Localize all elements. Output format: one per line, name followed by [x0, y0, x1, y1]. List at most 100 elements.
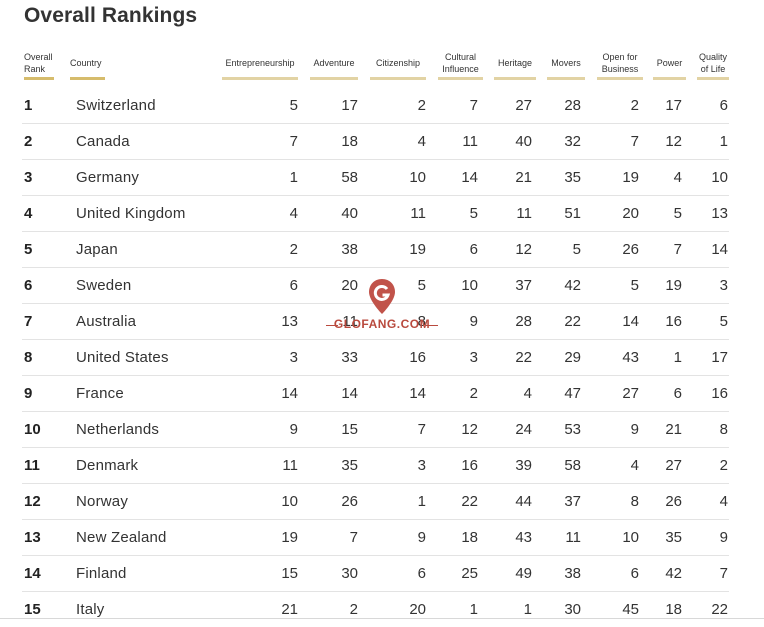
quality-of-life-cell: 16	[711, 385, 728, 402]
adventure-cell: 2	[349, 601, 358, 618]
country-cell[interactable]: Germany	[76, 169, 140, 186]
open-for-business-cell: 20	[622, 205, 639, 222]
header-power[interactable]: Power	[653, 46, 686, 80]
entrepreneurship-cell: 19	[281, 529, 298, 546]
power-cell: 1	[673, 349, 682, 366]
entrepreneurship-cell: 11	[282, 457, 298, 474]
citizenship-cell: 14	[409, 385, 426, 402]
table-row[interactable]: 14 Finland 15 30 6 25 49 38 6 42 7	[22, 556, 729, 592]
header-entrepreneurship[interactable]: Entrepreneurship	[222, 46, 298, 80]
open-for-business-cell: 6	[630, 565, 639, 582]
header-open-line2: Business	[601, 64, 639, 74]
cultural-influence-cell: 25	[461, 565, 478, 582]
country-cell[interactable]: Italy	[76, 601, 105, 618]
header-power-label: Power	[656, 58, 683, 68]
country-cell[interactable]: Japan	[76, 241, 118, 258]
table-row[interactable]: 15 Italy 21 2 20 1 1 30 45 18 22	[22, 592, 729, 627]
table-row[interactable]: 3 Germany 1 58 10 14 21 35 19 4 10	[22, 160, 729, 196]
movers-cell: 58	[564, 457, 581, 474]
open-for-business-cell: 2	[630, 97, 639, 114]
country-cell[interactable]: Australia	[76, 313, 137, 330]
country-cell[interactable]: Switzerland	[76, 97, 156, 114]
header-adventure-label: Adventure	[313, 58, 355, 68]
heritage-cell: 40	[515, 133, 532, 150]
quality-of-life-cell: 3	[719, 277, 728, 294]
country-cell[interactable]: France	[76, 385, 124, 402]
country-cell[interactable]: New Zealand	[76, 529, 167, 546]
cultural-influence-cell: 22	[461, 493, 478, 510]
heritage-cell: 39	[515, 457, 532, 474]
movers-cell: 47	[564, 385, 581, 402]
power-cell: 18	[665, 601, 682, 618]
citizenship-cell: 16	[409, 349, 426, 366]
country-cell[interactable]: Finland	[76, 565, 127, 582]
entrepreneurship-cell: 2	[289, 241, 298, 258]
table-row[interactable]: 1 Switzerland 5 17 2 7 27 28 2 17 6	[22, 88, 729, 124]
quality-of-life-cell: 13	[711, 205, 728, 222]
country-cell[interactable]: United States	[76, 349, 169, 366]
header-overall-rank[interactable]: Overall Rank	[24, 46, 54, 80]
movers-cell: 53	[564, 421, 581, 438]
open-for-business-cell: 26	[622, 241, 639, 258]
header-movers[interactable]: Movers	[547, 46, 585, 80]
header-cultural-line2: Influence	[442, 64, 479, 74]
table-row[interactable]: 11 Denmark 11 35 3 16 39 58 4 27 2	[22, 448, 729, 484]
rank-cell: 11	[24, 457, 40, 474]
header-heritage[interactable]: Heritage	[494, 46, 536, 80]
table-row[interactable]: 9 France 14 14 14 2 4 47 27 6 16	[22, 376, 729, 412]
country-cell[interactable]: Norway	[76, 493, 129, 510]
table-row[interactable]: 8 United States 3 33 16 3 22 29 43 1 17	[22, 340, 729, 376]
movers-cell: 51	[564, 205, 581, 222]
open-for-business-cell: 10	[622, 529, 639, 546]
header-citizenship[interactable]: Citizenship	[370, 46, 426, 80]
power-cell: 19	[665, 277, 682, 294]
header-adventure[interactable]: Adventure	[310, 46, 358, 80]
movers-cell: 5	[572, 241, 581, 258]
header-quality-of-life[interactable]: Quality of Life	[697, 46, 729, 80]
country-cell[interactable]: Canada	[76, 133, 130, 150]
heritage-cell: 1	[523, 601, 532, 618]
country-cell[interactable]: United Kingdom	[76, 205, 186, 222]
table-row[interactable]: 7 Australia 13 11 8 9 28 22 14 16 5	[22, 304, 729, 340]
header-cultural-line1: Cultural	[444, 52, 476, 62]
adventure-cell: 11	[342, 313, 358, 330]
heritage-cell: 28	[515, 313, 532, 330]
header-open-for-business[interactable]: Open for Business	[597, 46, 643, 80]
cultural-influence-cell: 9	[469, 313, 478, 330]
table-row[interactable]: 6 Sweden 6 20 5 10 37 42 5 19 3	[22, 268, 729, 304]
entrepreneurship-cell: 5	[289, 97, 298, 114]
country-cell[interactable]: Netherlands	[76, 421, 160, 438]
cultural-influence-cell: 6	[469, 241, 478, 258]
power-cell: 6	[673, 385, 682, 402]
header-cultural-influence[interactable]: Cultural Influence	[438, 46, 483, 80]
entrepreneurship-cell: 3	[289, 349, 298, 366]
rank-cell: 14	[24, 565, 41, 582]
heritage-cell: 11	[516, 205, 532, 222]
heritage-cell: 37	[515, 277, 532, 294]
header-qol-line1: Quality	[698, 52, 727, 62]
table-row[interactable]: 12 Norway 10 26 1 22 44 37 8 26 4	[22, 484, 729, 520]
cultural-influence-cell: 1	[469, 601, 478, 618]
quality-of-life-cell: 10	[711, 169, 728, 186]
quality-of-life-cell: 2	[719, 457, 728, 474]
citizenship-cell: 4	[417, 133, 426, 150]
adventure-cell: 20	[341, 277, 358, 294]
header-country[interactable]: Country	[70, 46, 105, 80]
citizenship-cell: 11	[410, 205, 426, 222]
header-movers-label: Movers	[551, 58, 581, 68]
power-cell: 27	[665, 457, 682, 474]
country-cell[interactable]: Sweden	[76, 277, 132, 294]
header-citizenship-label: Citizenship	[375, 58, 421, 68]
table-row[interactable]: 10 Netherlands 9 15 7 12 24 53 9 21 8	[22, 412, 729, 448]
table-row[interactable]: 5 Japan 2 38 19 6 12 5 26 7 14	[22, 232, 729, 268]
header-rank-line2: Rank	[24, 64, 46, 74]
table-row[interactable]: 4 United Kingdom 4 40 11 5 11 51 20 5 13	[22, 196, 729, 232]
entrepreneurship-cell: 14	[281, 385, 298, 402]
movers-cell: 32	[564, 133, 581, 150]
adventure-cell: 30	[341, 565, 358, 582]
table-row[interactable]: 13 New Zealand 19 7 9 18 43 11 10 35 9	[22, 520, 729, 556]
open-for-business-cell: 5	[630, 277, 639, 294]
movers-cell: 22	[564, 313, 581, 330]
table-row[interactable]: 2 Canada 7 18 4 11 40 32 7 12 1	[22, 124, 729, 160]
country-cell[interactable]: Denmark	[76, 457, 139, 474]
